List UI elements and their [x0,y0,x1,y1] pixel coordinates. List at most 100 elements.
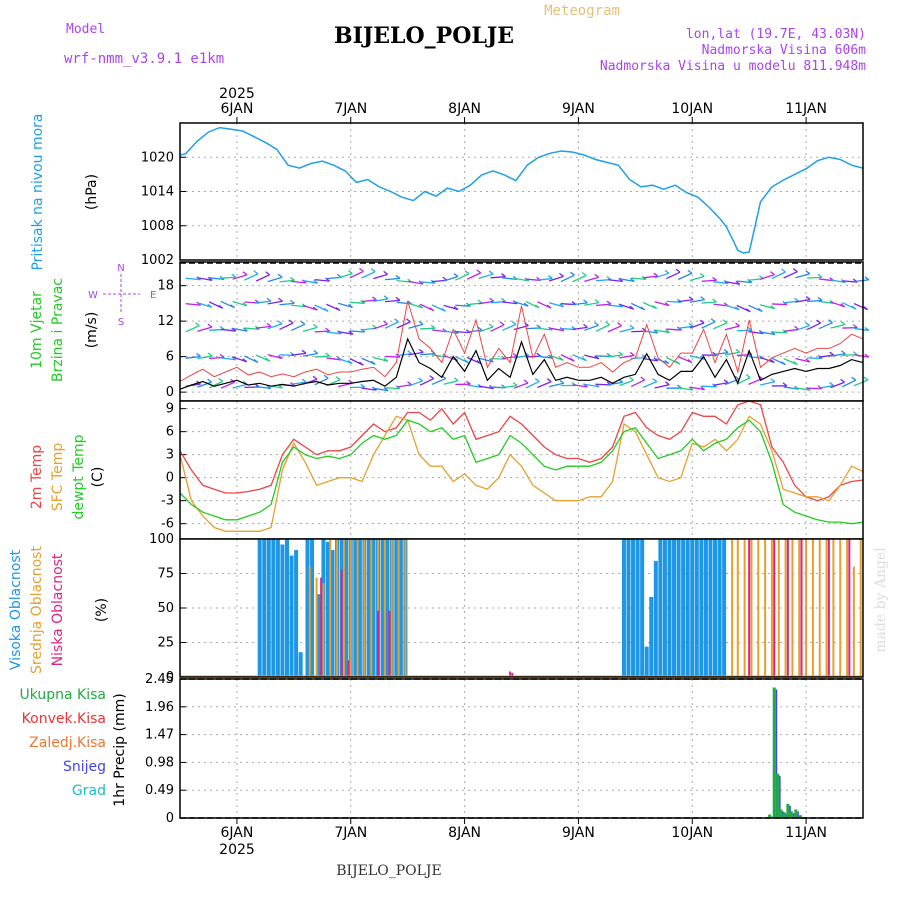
wind-arrow-head [406,318,411,323]
wind-arrow [326,331,342,335]
wind-arrow [279,279,295,283]
wind-arrow-head [464,270,470,275]
wind-arrow [197,302,212,308]
y-tick-label: -3 [161,494,174,509]
temperature-panel: -6 -3 0 3 6 9 [161,400,864,540]
mid-cloud-bar [764,539,767,677]
wind-arrow-head [313,350,319,355]
wind-arrow [208,380,223,389]
lonlat-info: lon,lat (19.7E, 43.03N) [686,27,866,42]
wind-arrow [572,302,588,306]
wind-arrow-head [734,375,740,380]
wind-arrow [337,302,353,309]
wind-arrow-head [323,307,329,312]
y-tick-label: 1008 [141,219,174,234]
wind-arrow [513,277,529,282]
temp-unit: (C) [90,467,106,488]
mid-cloud-bar [757,539,760,677]
wind-arrow-head [558,356,564,361]
cloud-label-3: Niska Oblacnost [50,553,66,666]
panel-border [179,538,864,678]
wind-arrow-head [278,384,283,389]
panel-background [180,123,863,260]
wind-arrow-head [207,276,213,281]
wind-arrow-head [370,360,376,365]
wind-arrow [830,301,845,308]
low-cloud-bar [320,577,323,677]
high-cloud-bar [722,539,727,677]
wind-arrow [759,356,775,364]
wind-arrow [302,304,318,311]
y-tick-label: 2.45 [145,672,174,687]
wind-arrow-head [606,276,612,281]
high-cloud-bar [703,539,708,677]
wind-arrow-head [347,359,353,364]
wind-arrow [337,272,353,279]
wind-arrow-head [488,323,494,328]
wind-arrow [267,323,283,330]
wind-arrow [467,329,483,333]
y-tick-label: 6 [166,425,174,440]
high-cloud-bar [662,539,667,677]
mid-cloud-bar [825,539,828,677]
mid-cloud-bar [397,539,400,677]
wind-arrow [548,302,564,308]
wind-arrow-head [512,381,518,387]
wind-arrow [619,379,634,387]
cloud-panel: 0 25 50 75 100 [149,532,864,685]
wind-arrow [255,385,271,390]
wind-arrow-head [418,304,424,309]
high-cloud-bar [621,539,626,677]
wind-arrow-head [335,306,341,311]
bottom-date-label: 9JAN [562,825,595,841]
wind-arrow [408,302,423,309]
low-cloud-bar [509,671,512,677]
panel-border [179,678,864,819]
wind-arrow [572,384,588,388]
wind-arrow [596,303,612,307]
high-cloud-bar [371,539,376,677]
wind-arrow-head [207,303,213,308]
high-cloud-bar [316,594,321,677]
wind-arrow [853,279,869,283]
wind-arrow [771,303,787,306]
wind-arrow-head [805,322,810,327]
wind-arrow-head [501,298,506,303]
y-tick-label: 1014 [141,185,174,200]
precip-unit: 1hr Precip (mm) [112,693,128,806]
wind-arrow-head [395,296,401,301]
wind-arrow-head [652,305,658,310]
wind-arrow [232,274,248,280]
wind-arrow [384,321,399,329]
high-cloud-bar [344,539,349,677]
model-altitude-info: Nadmorska Visina u modelu 811.948m [600,59,866,74]
wind-arrow-head [348,270,353,275]
y-tick-label: 1020 [141,150,174,165]
y-tick-label: 100 [149,532,174,547]
mid-cloud-bar [370,539,373,677]
wind-arrow-head [547,275,553,280]
wind-arrow-head [511,320,517,325]
wind-arrow-head [664,359,670,364]
wind-arrow [291,381,307,385]
high-cloud-bar [330,550,335,677]
wind-arrow-head [864,353,870,358]
wind-arrow [185,325,200,333]
mid-cloud-bar [329,539,332,677]
wind-gust-line [179,300,864,382]
wind-arrow [771,331,787,334]
wind-arrow [701,301,717,304]
wind-arrow [232,356,247,363]
wind-arrow [736,354,752,357]
high-cloud-bar [398,539,403,677]
wind-arrow [806,322,821,331]
wind-arrow [642,275,658,279]
chart-title: BIJELO_POLJE [334,23,514,49]
wind-arrow [185,303,201,306]
mid-cloud-bar [770,539,773,677]
high-cloud-bar [285,539,290,677]
wind-arrow [502,384,518,389]
wind-arrow-head [418,320,424,325]
wind-arrow [654,301,670,307]
wind-arrow [678,299,694,303]
